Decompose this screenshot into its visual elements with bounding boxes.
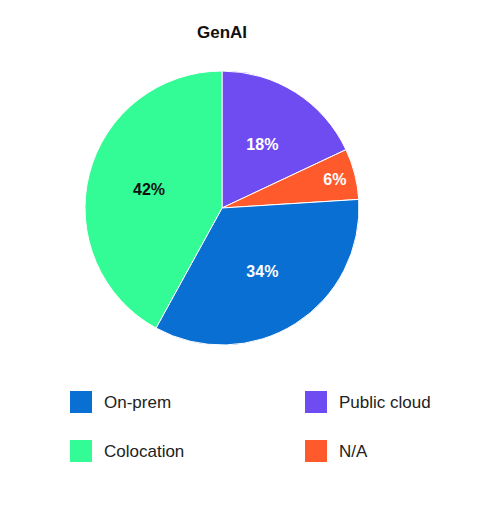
legend-label: Colocation	[104, 442, 184, 461]
pie	[85, 71, 359, 345]
legend-label: On-prem	[104, 393, 171, 412]
legend-item: On-prem	[70, 391, 171, 413]
legend-swatch	[70, 391, 92, 413]
slice	[222, 150, 359, 208]
data-label: 42%	[133, 181, 165, 198]
legend-label: N/A	[339, 442, 368, 461]
data-labels: 18% 6% 34% 42%	[133, 136, 346, 280]
legend: Public cloud N/A On-prem Colocation	[70, 391, 431, 462]
data-label: 6%	[323, 171, 346, 188]
legend-label: Public cloud	[339, 393, 431, 412]
data-label: 18%	[246, 136, 278, 153]
legend-item: N/A	[305, 440, 368, 462]
chart: GenAI 18% 6% 34% 42% Public cloud N/A On-prem Co…	[0, 0, 500, 505]
data-label: 34%	[246, 263, 278, 280]
legend-item: Public cloud	[305, 391, 431, 413]
legend-item: Colocation	[70, 440, 184, 462]
legend-swatch	[70, 440, 92, 462]
legend-swatch	[305, 391, 327, 413]
legend-swatch	[305, 440, 327, 462]
slice	[85, 71, 222, 328]
title: GenAI	[197, 23, 247, 42]
